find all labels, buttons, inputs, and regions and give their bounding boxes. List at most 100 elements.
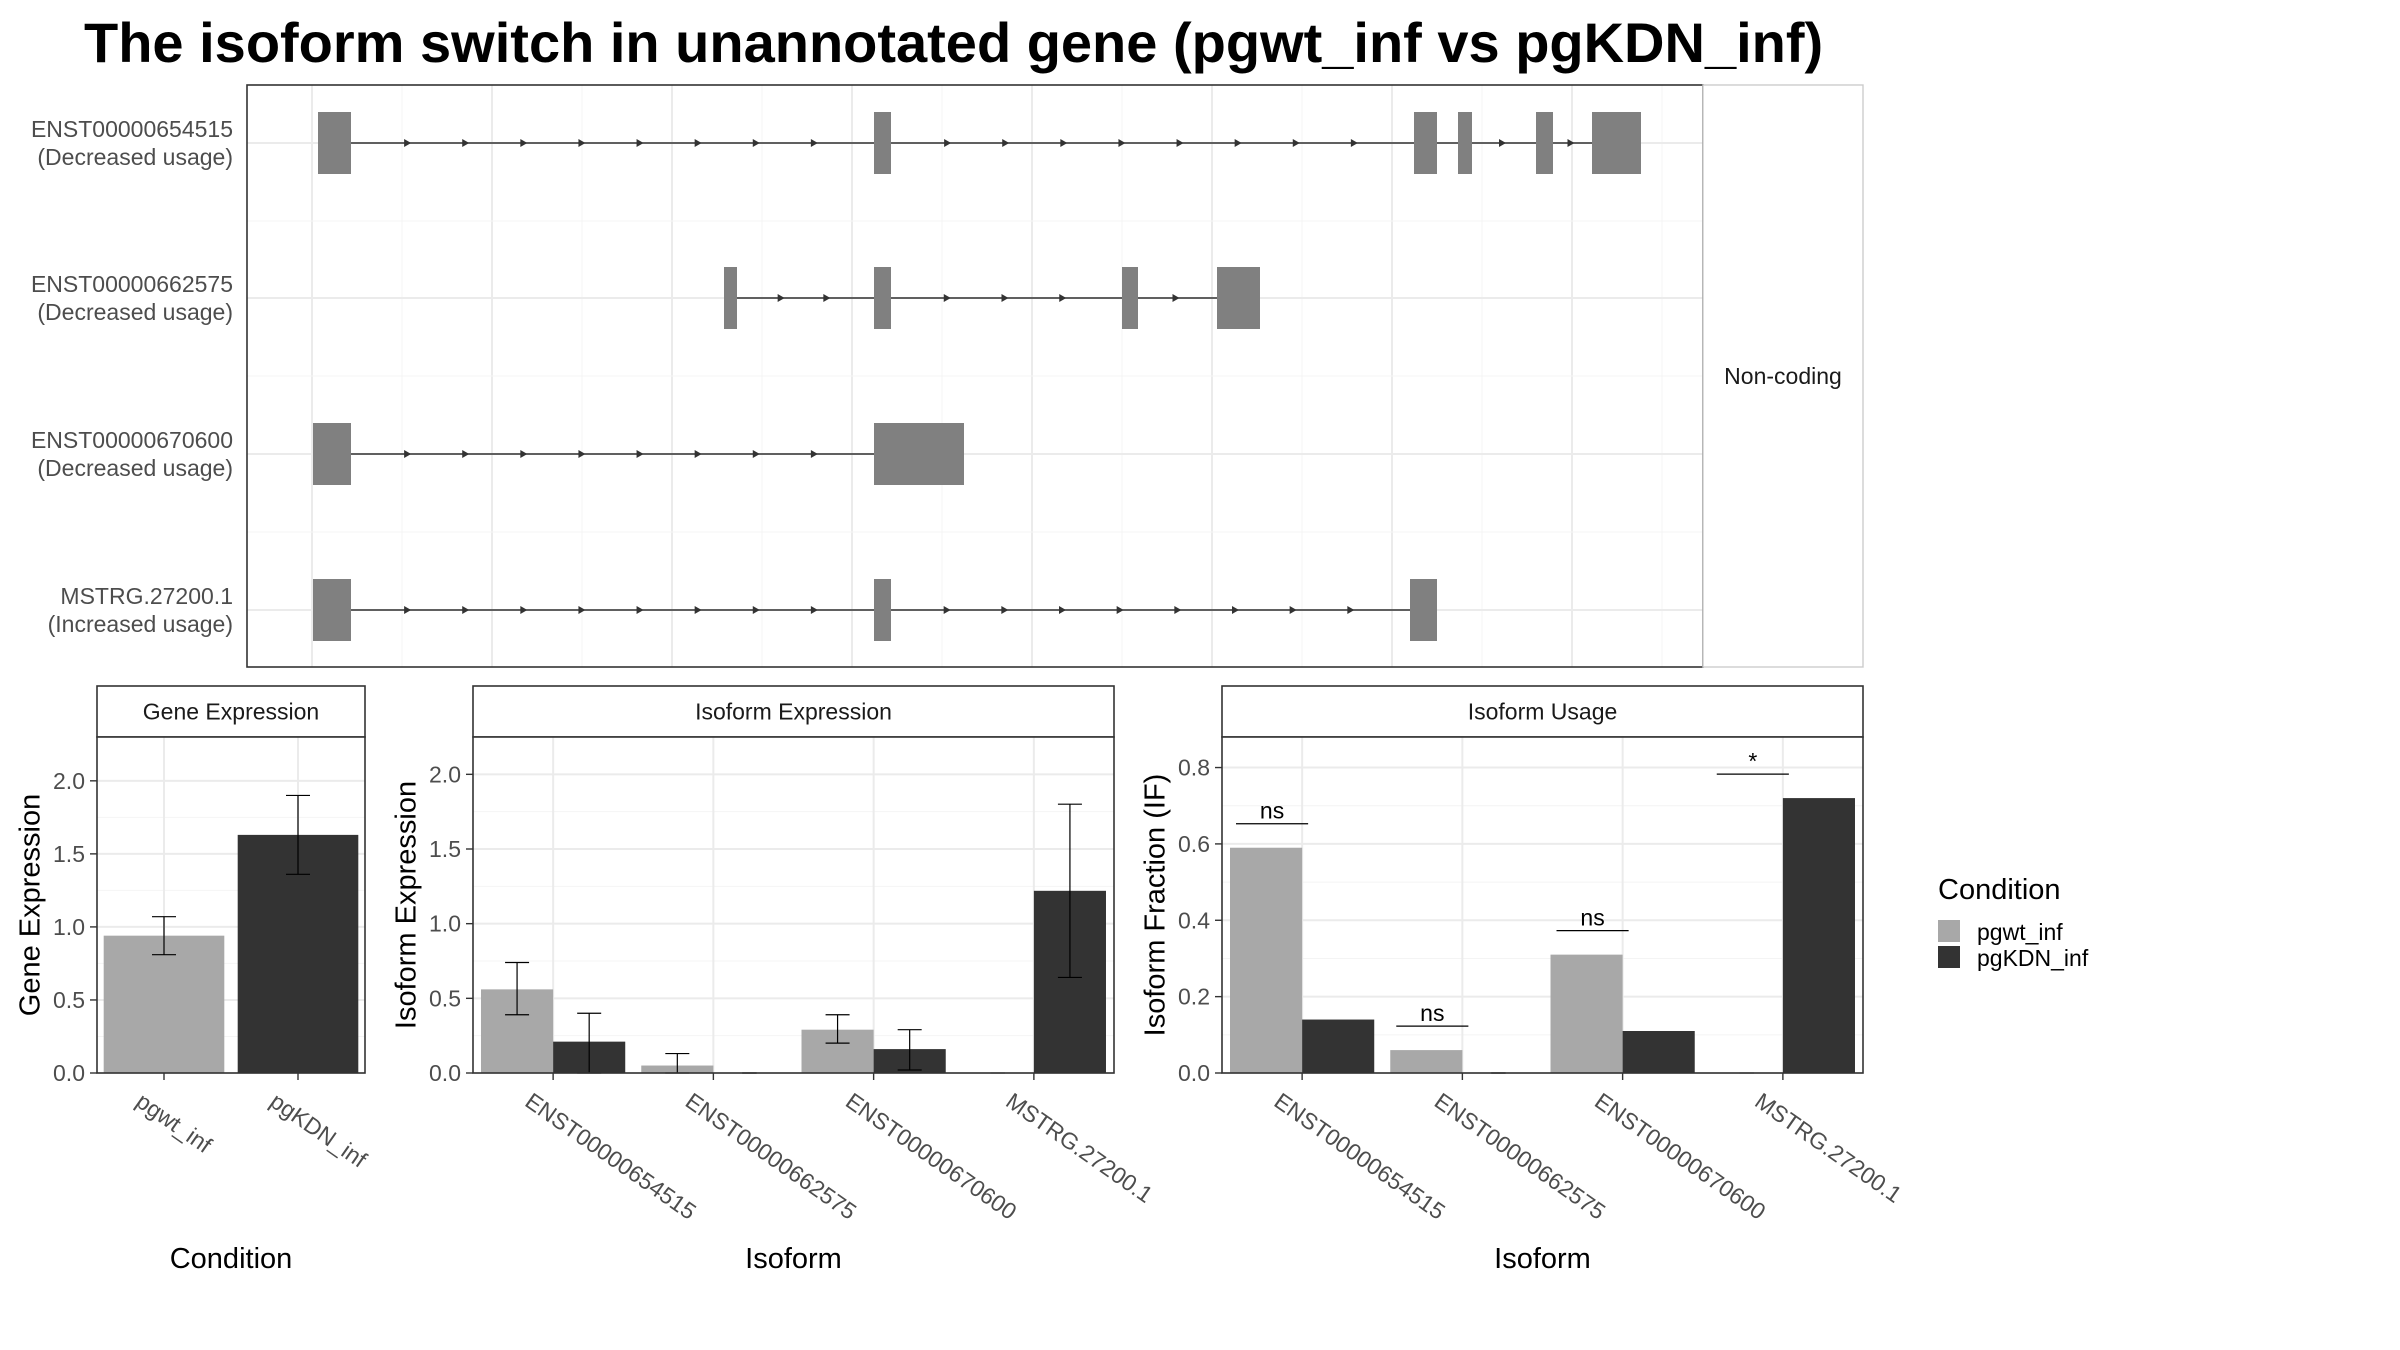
panel-background [473, 737, 1114, 1073]
y-axis-title: Isoform Expression [391, 781, 423, 1029]
x-tick-label-enst00000670600: ENST00000670600 [841, 1088, 1021, 1225]
x-tick-label-pgwt-inf: pgwt_inf [131, 1088, 217, 1159]
x-tick-label-enst00000654515: ENST00000654515 [1270, 1088, 1450, 1225]
y-tick-label: 0.5 [429, 985, 461, 1011]
intron-direction-arrow [1172, 294, 1180, 302]
intron-direction-arrow [1001, 606, 1009, 614]
isoform-id-label: ENST00000670600 [31, 427, 233, 453]
intron-direction-arrow [1289, 606, 1297, 614]
panel-strip [472, 685, 1115, 738]
bar-pgwt-inf [103, 935, 225, 1073]
intron-direction-arrow [694, 606, 702, 614]
exon-block [318, 112, 351, 174]
panel-background [1222, 737, 1863, 1073]
panel-border [472, 736, 1115, 1074]
bar-enst00000662575-pgwt-inf [1390, 1050, 1463, 1073]
intron-direction-arrow [810, 606, 818, 614]
intron-direction-arrow [1060, 139, 1068, 147]
intron-direction-arrow [404, 606, 412, 614]
y-tick-label: 1.0 [429, 911, 461, 937]
intron-direction-arrow [1176, 139, 1184, 147]
intron-direction-arrow [404, 450, 412, 458]
x-axis-title: Isoform [745, 1243, 842, 1275]
y-tick-label: 1.5 [53, 841, 85, 867]
intron-direction-arrow [1118, 139, 1126, 147]
isoform-structure-panel: Non-coding ENST00000654515(Decreased usa… [31, 84, 1864, 668]
y-tick-label: 0.5 [53, 987, 85, 1013]
panel-strip-label: Isoform Usage [1468, 699, 1618, 725]
intron-direction-arrow [944, 139, 952, 147]
intron-direction-arrow [1001, 294, 1009, 302]
legend-label-pgwt-inf: pgwt_inf [1977, 919, 2063, 945]
y-tick-label: 0.0 [429, 1060, 461, 1086]
intron-direction-arrow [578, 450, 586, 458]
intron-direction-arrow [752, 139, 760, 147]
exon-block [724, 267, 737, 329]
intron-direction-arrow [404, 139, 412, 147]
panel-strip-label: Isoform Expression [695, 699, 892, 725]
panel-strip [96, 685, 366, 738]
bar-enst00000670600-pgwt-inf [1550, 954, 1623, 1073]
exon-block [1414, 112, 1437, 174]
exon-block [313, 579, 351, 641]
non-coding-facet-strip [1702, 84, 1864, 668]
intron-direction-arrow [1234, 139, 1242, 147]
isoform-usage-panel: Isoform Usage ns ns ns * 0.0 0.2 0.4 0.6 0.8 ENST0… [1140, 685, 1907, 1275]
x-tick-label-enst00000670600: ENST00000670600 [1590, 1088, 1770, 1225]
y-tick-label: 0.6 [1178, 831, 1210, 857]
legend-key-pgwt-inf [1938, 920, 1960, 942]
isoform-labels: ENST00000654515(Decreased usage)ENST0000… [31, 116, 233, 637]
y-tick-label: 1.0 [53, 914, 85, 940]
isoform-usage-status-label: (Decreased usage) [37, 144, 233, 170]
isoform-id-label: ENST00000662575 [31, 271, 233, 297]
panel-strip-label: Gene Expression [143, 699, 319, 725]
exon-block [1410, 579, 1437, 641]
y-tick-label: 0.0 [1178, 1060, 1210, 1086]
legend-key-pgkdn-inf [1938, 946, 1960, 968]
x-tick-label-pgkdn-inf: pgKDN_inf [265, 1088, 372, 1173]
intron-direction-arrow [1059, 294, 1067, 302]
exon-block [874, 579, 891, 641]
x-tick-label-mstrg-27200-1: MSTRG.27200.1 [1750, 1088, 1906, 1208]
intron-direction-arrow [810, 139, 818, 147]
significance-label: ns [1260, 798, 1284, 824]
bar-enst00000654515-pgwt-inf [1230, 847, 1303, 1073]
exon-block [874, 423, 964, 485]
intron-direction-arrow [823, 294, 831, 302]
intron-direction-arrow [1002, 139, 1010, 147]
intron-direction-arrow [1292, 139, 1300, 147]
isoform-usage-status-label: (Decreased usage) [37, 299, 233, 325]
intron-direction-arrow [1116, 606, 1124, 614]
y-tick-label: 0.8 [1178, 755, 1210, 781]
exon-block [1536, 112, 1553, 174]
intron-direction-arrow [694, 139, 702, 147]
exon-block [874, 267, 891, 329]
exon-block [1122, 267, 1138, 329]
intron-direction-arrow [1347, 606, 1355, 614]
panel-strip [1221, 685, 1864, 738]
intron-direction-arrow [1174, 606, 1182, 614]
significance-label: * [1748, 748, 1757, 774]
x-tick-label-enst00000654515: ENST00000654515 [521, 1088, 701, 1225]
y-tick-label: 0.2 [1178, 984, 1210, 1010]
intron-direction-arrow [578, 139, 586, 147]
isoform-usage-status-label: (Increased usage) [48, 611, 233, 637]
intron-direction-arrow [1567, 139, 1575, 147]
intron-direction-arrow [1059, 606, 1066, 614]
intron-direction-arrow [694, 450, 702, 458]
isoform-expression-panel: Isoform Expression 0.0 0.5 1.0 1.5 2.0 ENST000… [391, 685, 1158, 1275]
intron-direction-arrow [943, 294, 951, 302]
intron-direction-arrow [1350, 139, 1358, 147]
x-tick-label-enst00000662575: ENST00000662575 [681, 1088, 861, 1225]
intron-direction-arrow [810, 450, 818, 458]
non-coding-label: Non-coding [1724, 363, 1842, 389]
figure-title: The isoform switch in unannotated gene (… [84, 11, 1823, 74]
intron-direction-arrow [520, 606, 528, 614]
exon-block [874, 112, 891, 174]
isoform-id-label: MSTRG.27200.1 [60, 583, 233, 609]
intron-direction-arrow [943, 606, 951, 614]
intron-direction-arrow [1232, 606, 1239, 614]
intron-direction-arrow [636, 139, 644, 147]
significance-label: ns [1580, 905, 1604, 931]
